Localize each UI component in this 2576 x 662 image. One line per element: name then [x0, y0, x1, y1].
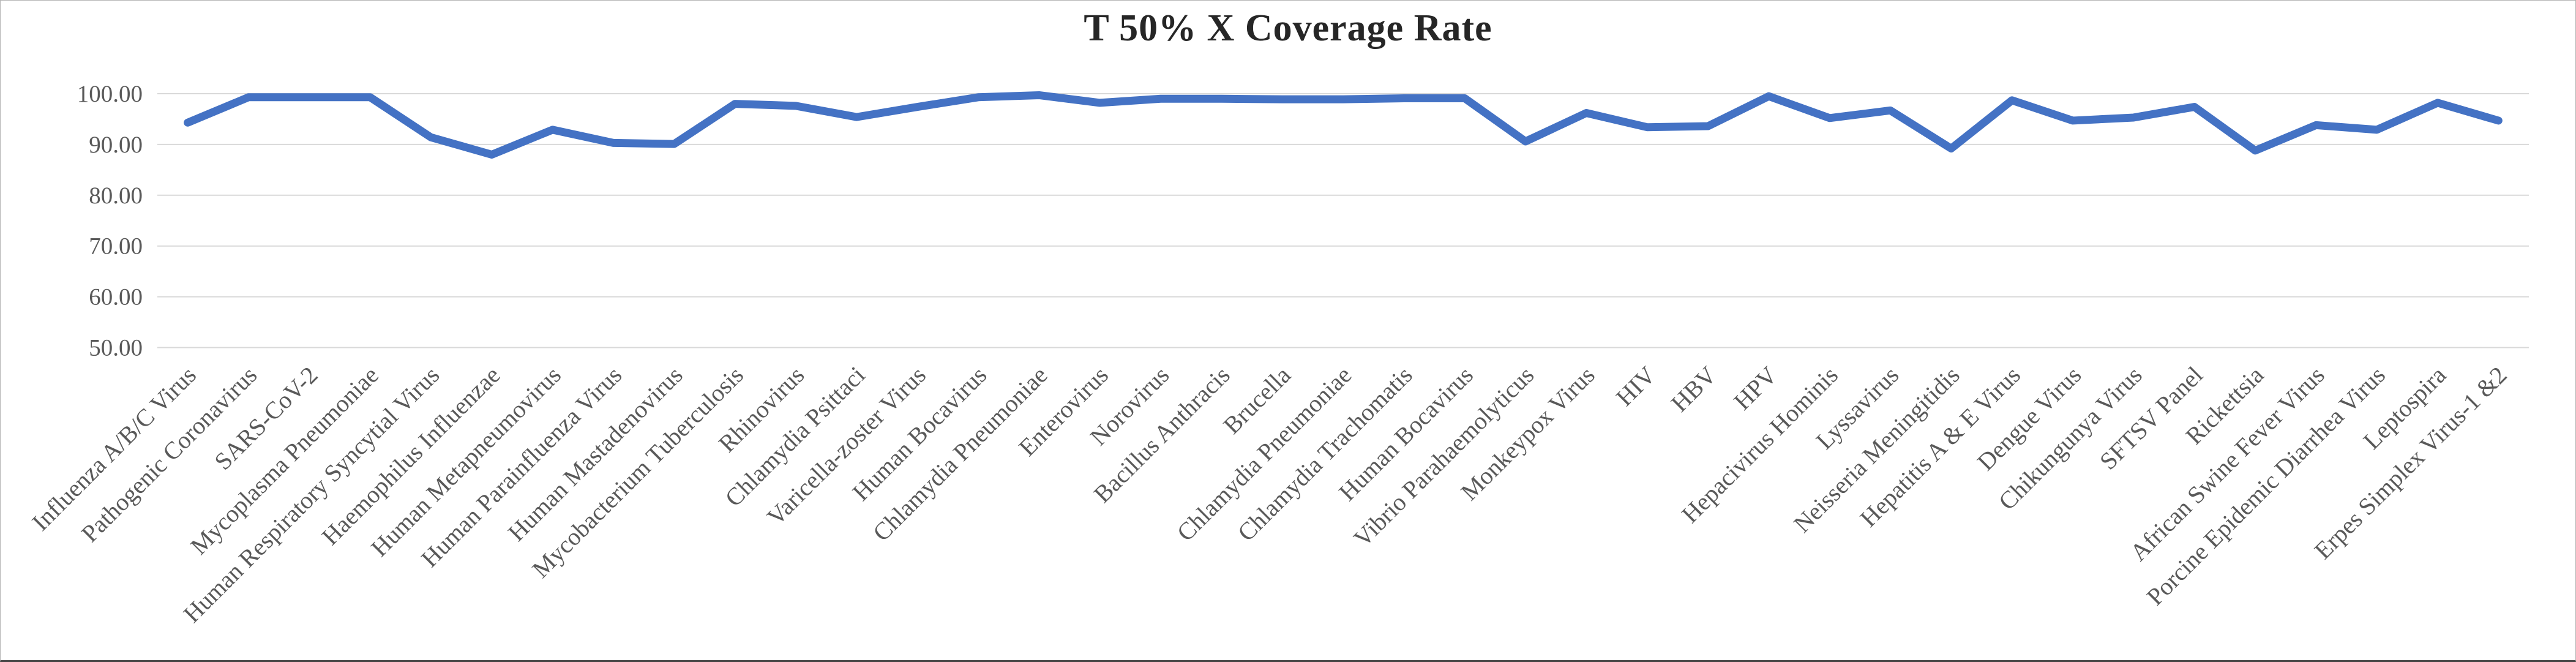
y-axis-tick-label: 70.00 [89, 233, 143, 260]
y-axis-tick-label: 50.00 [89, 335, 143, 361]
y-axis-tick-label: 100.00 [77, 81, 143, 107]
x-axis-category-label: HIV [1611, 361, 1661, 411]
y-axis-tick-label: 60.00 [89, 284, 143, 310]
chart-title: T 50% X Coverage Rate [1084, 7, 1492, 49]
coverage-rate-series-line [184, 91, 2503, 159]
x-axis-category-label: HBV [1666, 361, 1722, 417]
y-axis-tick-label: 80.00 [89, 182, 143, 209]
x-axis-category-label: HPV [1728, 361, 1782, 415]
y-axis-tick-label: 90.00 [89, 132, 143, 158]
